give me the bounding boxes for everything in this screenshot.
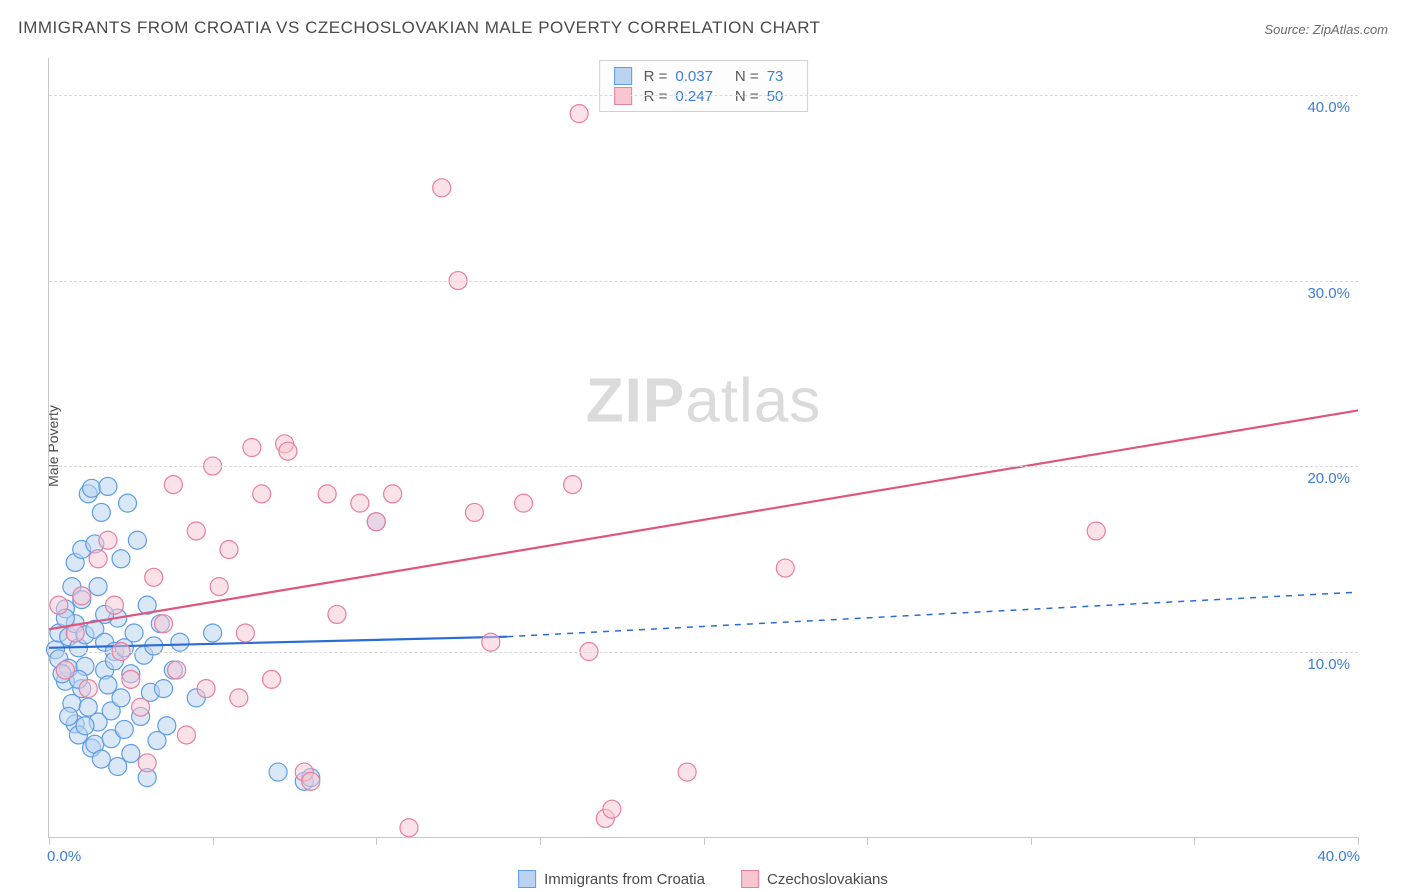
n-label: N =: [735, 68, 759, 85]
data-point-czech: [482, 633, 500, 651]
gridline: [49, 281, 1358, 282]
data-point-czech: [515, 494, 533, 512]
legend-swatch-croatia: [518, 870, 536, 888]
data-point-croatia: [112, 550, 130, 568]
data-point-croatia: [128, 531, 146, 549]
data-point-croatia: [119, 494, 137, 512]
data-point-czech: [56, 661, 74, 679]
data-point-czech: [351, 494, 369, 512]
x-tick: [1031, 837, 1032, 845]
x-tick: [540, 837, 541, 845]
data-point-czech: [89, 550, 107, 568]
data-point-croatia: [158, 717, 176, 735]
data-point-croatia: [60, 707, 78, 725]
data-point-czech: [99, 531, 117, 549]
r-value-croatia: 0.037: [675, 68, 713, 85]
r-label: R =: [644, 68, 668, 85]
y-tick-label: 10.0%: [1307, 656, 1350, 673]
data-point-czech: [433, 179, 451, 197]
legend-label-czech: Czechoslovakians: [767, 871, 888, 888]
data-point-croatia: [171, 633, 189, 651]
chart-title: IMMIGRANTS FROM CROATIA VS CZECHOSLOVAKI…: [18, 18, 821, 38]
data-point-czech: [73, 587, 91, 605]
data-point-czech: [220, 541, 238, 559]
data-point-czech: [776, 559, 794, 577]
x-tick-label: 40.0%: [1317, 848, 1360, 865]
stats-legend: R =0.037N =73R =0.247N =50: [599, 60, 809, 112]
data-point-czech: [145, 568, 163, 586]
gridline: [49, 95, 1358, 96]
x-tick: [49, 837, 50, 845]
stats-row-croatia: R = 0.037 N = 73: [614, 66, 794, 86]
legend-label-croatia: Immigrants from Croatia: [544, 871, 705, 888]
trend-line-dash-croatia: [507, 592, 1358, 637]
data-point-czech: [1087, 522, 1105, 540]
data-point-czech: [328, 605, 346, 623]
data-point-czech: [236, 624, 254, 642]
data-point-czech: [105, 596, 123, 614]
data-point-czech: [253, 485, 271, 503]
data-point-czech: [155, 615, 173, 633]
x-tick: [704, 837, 705, 845]
data-point-czech: [164, 476, 182, 494]
swatch-croatia: [614, 67, 632, 85]
data-point-czech: [465, 503, 483, 521]
source-attribution: Source: ZipAtlas.com: [1264, 22, 1388, 37]
data-point-czech: [564, 476, 582, 494]
data-point-czech: [367, 513, 385, 531]
data-point-czech: [243, 439, 261, 457]
data-point-czech: [132, 698, 150, 716]
data-point-czech: [122, 670, 140, 688]
data-point-croatia: [92, 503, 110, 521]
data-point-croatia: [76, 717, 94, 735]
data-point-czech: [318, 485, 336, 503]
data-point-croatia: [122, 745, 140, 763]
data-point-czech: [187, 522, 205, 540]
data-point-croatia: [83, 479, 101, 497]
data-point-czech: [302, 772, 320, 790]
data-point-czech: [230, 689, 248, 707]
gridline: [49, 466, 1358, 467]
legend-item-czech: Czechoslovakians: [741, 870, 888, 888]
series-legend: Immigrants from Croatia Czechoslovakians: [518, 870, 888, 888]
legend-item-croatia: Immigrants from Croatia: [518, 870, 705, 888]
x-tick-label: 0.0%: [47, 848, 81, 865]
data-point-czech: [50, 596, 68, 614]
data-point-czech: [384, 485, 402, 503]
data-point-czech: [263, 670, 281, 688]
gridline: [49, 652, 1358, 653]
x-tick: [213, 837, 214, 845]
data-point-croatia: [155, 680, 173, 698]
x-tick: [1194, 837, 1195, 845]
y-tick-label: 40.0%: [1307, 99, 1350, 116]
data-point-croatia: [204, 624, 222, 642]
data-point-czech: [570, 105, 588, 123]
n-value-croatia: 73: [767, 68, 784, 85]
data-point-czech: [168, 661, 186, 679]
data-point-czech: [400, 819, 418, 837]
data-point-czech: [678, 763, 696, 781]
x-tick: [867, 837, 868, 845]
data-point-czech: [79, 680, 97, 698]
data-point-croatia: [269, 763, 287, 781]
data-point-czech: [279, 442, 297, 460]
x-tick: [376, 837, 377, 845]
data-point-czech: [210, 578, 228, 596]
legend-swatch-czech: [741, 870, 759, 888]
data-point-czech: [197, 680, 215, 698]
data-point-czech: [603, 800, 621, 818]
x-tick: [1358, 837, 1359, 845]
data-point-croatia: [92, 750, 110, 768]
data-point-croatia: [115, 720, 133, 738]
plot-area: ZIPatlas R =0.037N =73R =0.247N =50 10.0…: [48, 58, 1358, 838]
data-point-croatia: [112, 689, 130, 707]
y-tick-label: 20.0%: [1307, 470, 1350, 487]
data-point-croatia: [125, 624, 143, 642]
data-point-czech: [138, 754, 156, 772]
data-point-croatia: [99, 477, 117, 495]
data-point-croatia: [89, 578, 107, 596]
data-point-czech: [177, 726, 195, 744]
y-tick-label: 30.0%: [1307, 285, 1350, 302]
scatter-svg: [49, 58, 1358, 837]
